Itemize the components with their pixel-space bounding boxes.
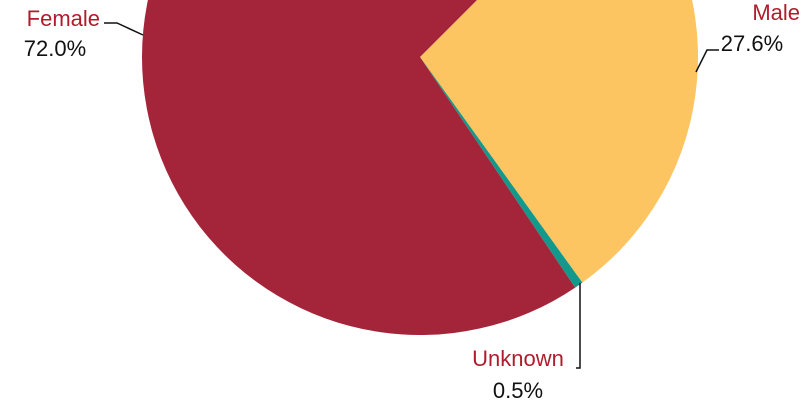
slice-label: Male <box>752 0 800 25</box>
slice-label: Female <box>27 6 100 31</box>
pie-slice <box>420 57 583 288</box>
slice-value: 72.0% <box>24 36 86 61</box>
leader-line <box>576 283 581 369</box>
leader-line <box>695 49 719 73</box>
slice-value: 0.5% <box>493 378 543 403</box>
slice-value: 27.6% <box>721 31 783 56</box>
pie-slice <box>420 0 698 283</box>
slice-label: Unknown <box>472 346 564 371</box>
leader-line <box>104 22 144 36</box>
pie-slice <box>142 0 576 335</box>
